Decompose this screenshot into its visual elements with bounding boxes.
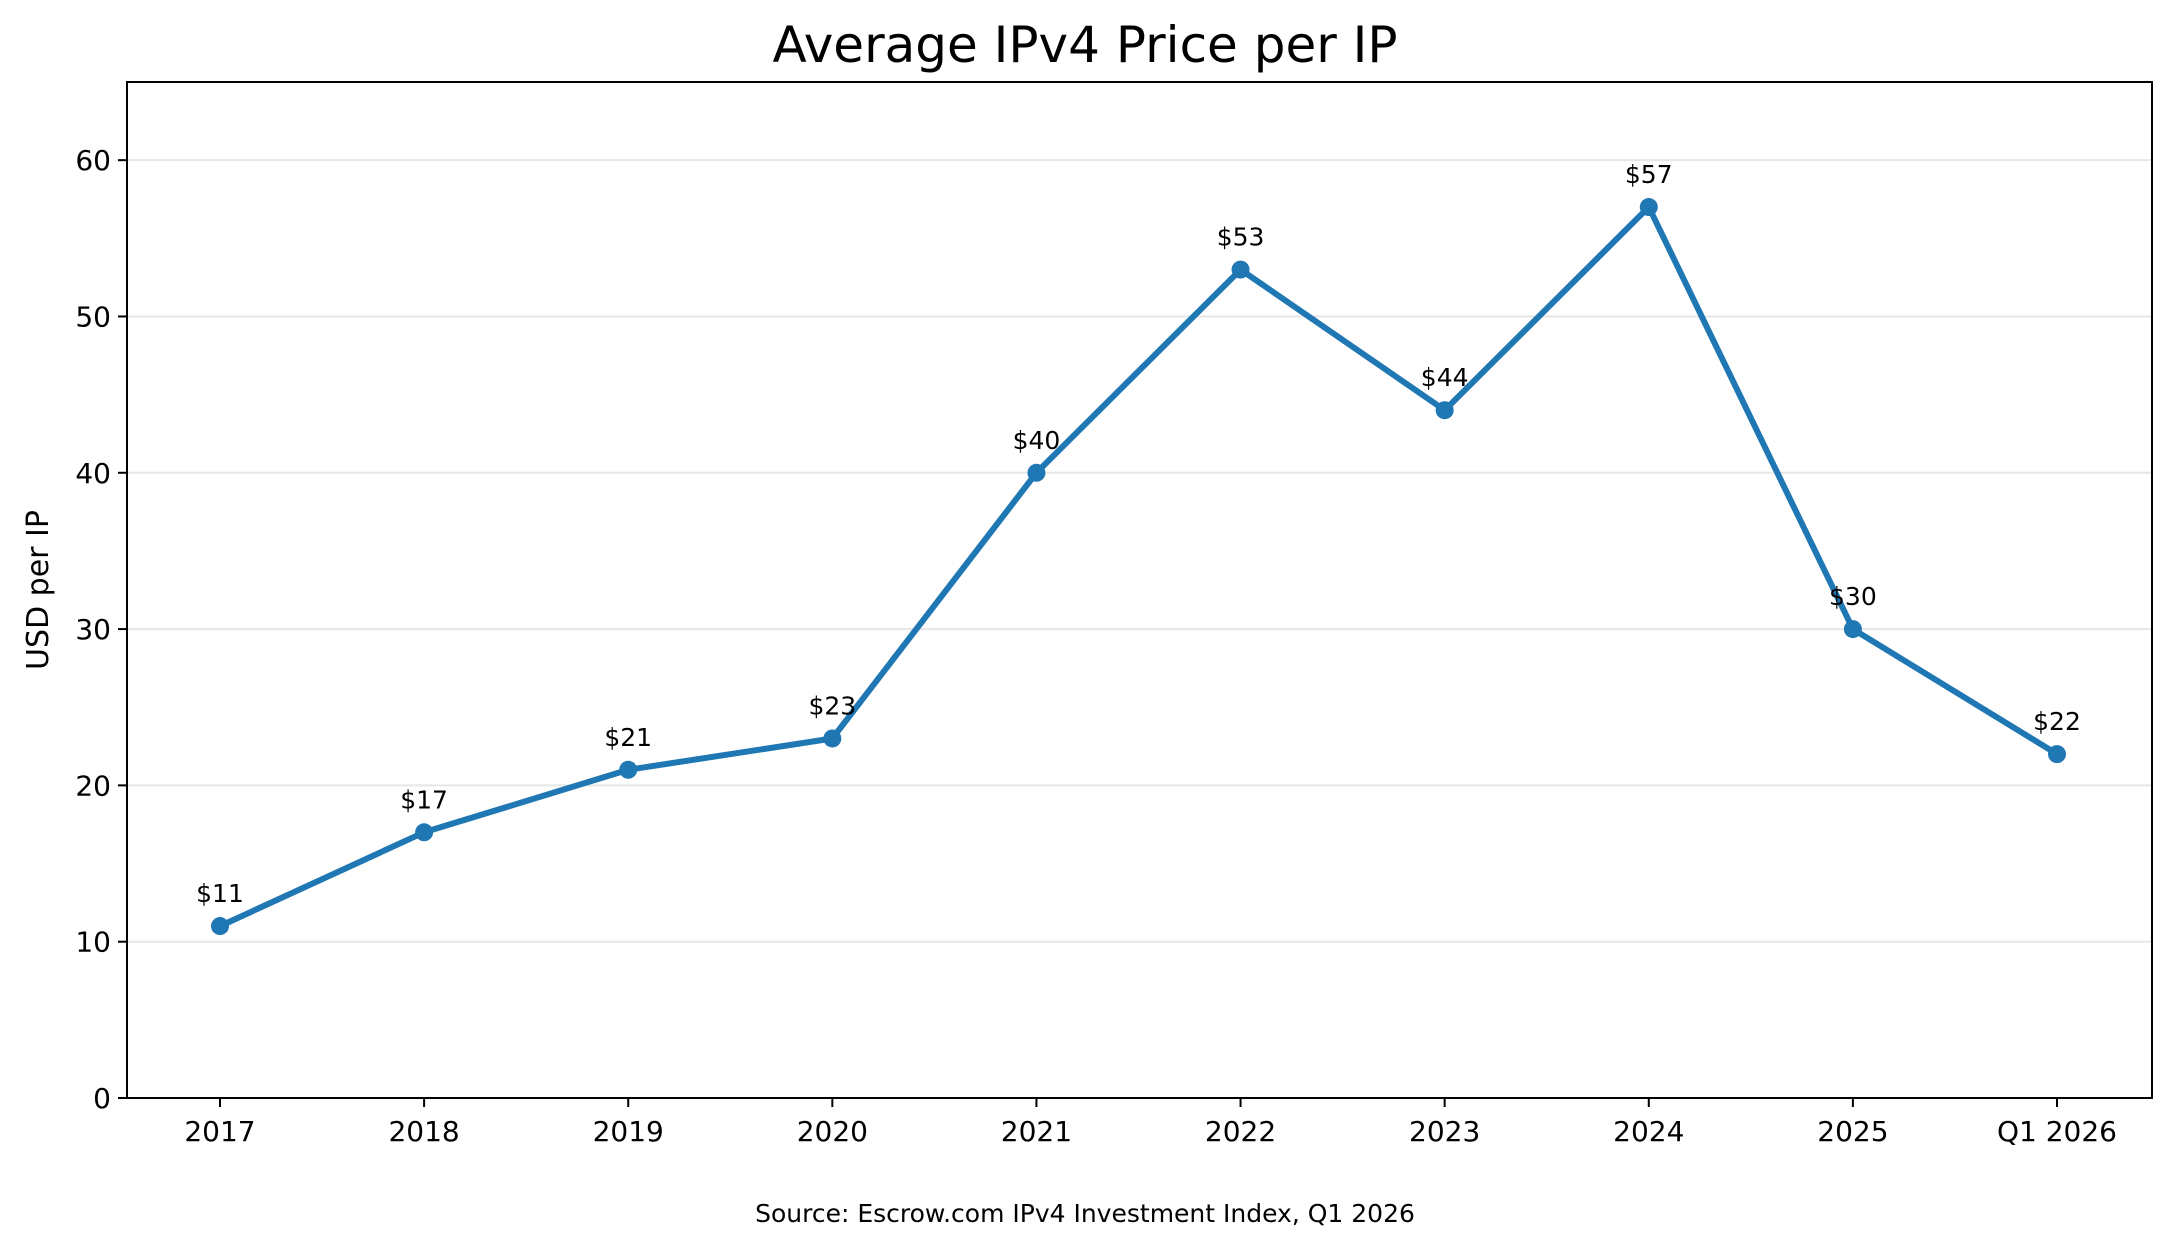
data-label: $23 [808, 691, 856, 720]
x-tick-label: 2023 [1409, 1115, 1480, 1148]
data-point [619, 760, 638, 779]
y-tick-label: 50 [75, 300, 111, 333]
price-line [217, 204, 2060, 930]
data-point [1843, 620, 1862, 639]
data-point [1027, 463, 1046, 482]
y-tick-label: 20 [75, 769, 111, 802]
x-tick-label: 2020 [797, 1115, 868, 1148]
x-axis-ticks: 2017 2018 2019 2020 2021 2022 2023 2024 2025 Q1 2… [184, 1098, 2117, 1148]
y-tick-label: 10 [75, 926, 111, 959]
y-axis-ticks: 0 10 20 30 40 50 60 [75, 144, 127, 1115]
data-label: $40 [1013, 426, 1061, 455]
x-tick-label: 2025 [1817, 1115, 1888, 1148]
x-tick-label: 2018 [388, 1115, 459, 1148]
data-label: $21 [604, 723, 652, 752]
chart-title: Average IPv4 Price per IP [772, 16, 1397, 74]
plot-frame [126, 81, 2153, 1099]
series-layer [211, 198, 2066, 936]
data-labels: $11 $17 $21 $23 $40 $53 $44 $57 $30 $22 [196, 160, 2081, 908]
data-point [823, 729, 842, 748]
data-label: $44 [1421, 363, 1469, 392]
y-axis-label: USD per IP [21, 510, 56, 670]
gridlines [127, 159, 2152, 943]
source-note: Source: Escrow.com IPv4 Investment Index… [755, 1199, 1415, 1228]
x-tick-label: 2017 [184, 1115, 255, 1148]
x-tick-label: 2021 [1001, 1115, 1072, 1148]
data-point [415, 823, 434, 842]
y-tick-label: 0 [93, 1082, 111, 1115]
x-tick-label: 2022 [1205, 1115, 1276, 1148]
x-tick-label: 2024 [1613, 1115, 1684, 1148]
data-label: $17 [400, 785, 448, 814]
data-point [211, 917, 229, 936]
data-point [1231, 260, 1250, 279]
y-tick-label: 40 [75, 457, 111, 490]
x-tick-label: Q1 2026 [1997, 1115, 2117, 1148]
data-label: $30 [1829, 582, 1877, 611]
data-label: $11 [196, 879, 244, 908]
x-tick-label: 2019 [593, 1115, 664, 1148]
data-label: $53 [1217, 223, 1265, 252]
y-tick-label: 30 [75, 613, 111, 646]
data-label: $22 [2033, 707, 2081, 736]
y-tick-label: 60 [75, 144, 111, 177]
data-label: $57 [1625, 160, 1673, 189]
data-point [1435, 401, 1454, 420]
data-point [1639, 198, 1658, 217]
data-point [2048, 745, 2066, 764]
